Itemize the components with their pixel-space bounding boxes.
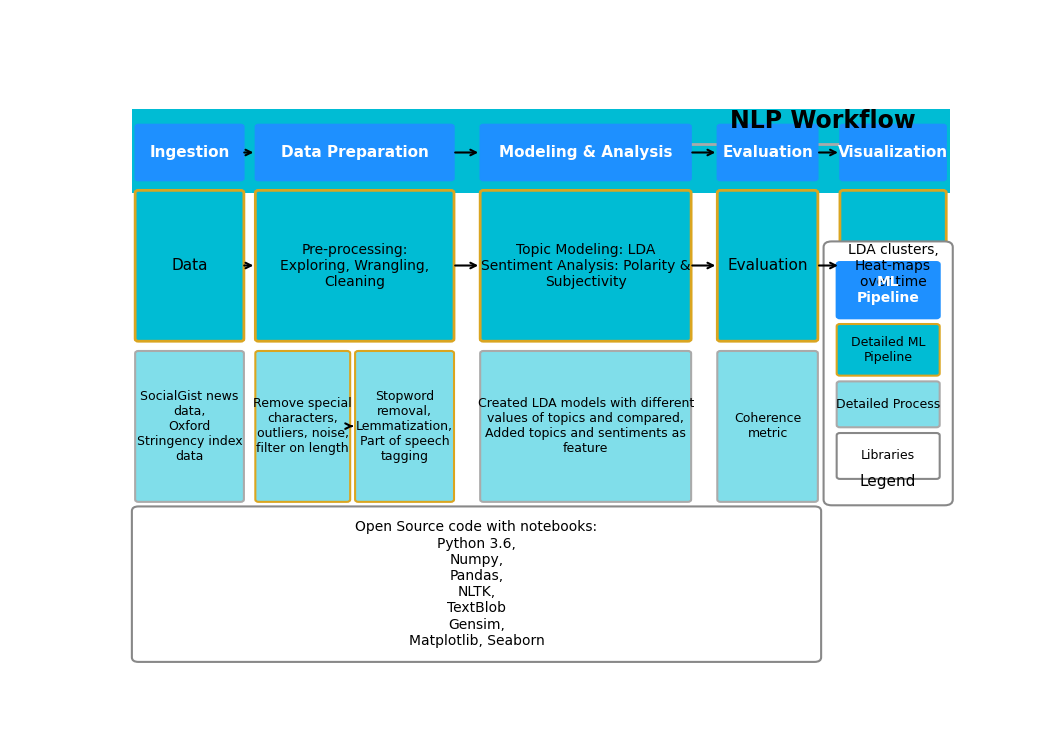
FancyBboxPatch shape [356,351,454,502]
Text: Pre-processing:
Exploring, Wrangling,
Cleaning: Pre-processing: Exploring, Wrangling, Cl… [281,243,429,289]
Text: LDA clusters,
Heat-maps
over time: LDA clusters, Heat-maps over time [848,243,939,289]
FancyBboxPatch shape [255,124,454,180]
FancyBboxPatch shape [837,324,940,375]
FancyBboxPatch shape [717,124,818,180]
FancyBboxPatch shape [837,381,940,428]
Text: Remove special
characters,
outliers, noise,
filter on length: Remove special characters, outliers, noi… [253,397,352,455]
Text: Stopword
removal,
Lemmatization,
Part of speech
tagging: Stopword removal, Lemmatization, Part of… [356,390,453,463]
FancyBboxPatch shape [132,110,950,193]
FancyBboxPatch shape [840,191,946,341]
Text: Visualization: Visualization [838,145,948,160]
Text: Modeling & Analysis: Modeling & Analysis [499,145,672,160]
Text: Evaluation: Evaluation [722,145,813,160]
Text: Data Preparation: Data Preparation [281,145,428,160]
Text: Detailed Process: Detailed Process [836,398,940,410]
FancyBboxPatch shape [480,351,691,502]
Text: Created LDA models with different
values of topics and compared,
Added topics an: Created LDA models with different values… [478,397,694,455]
FancyBboxPatch shape [132,507,821,662]
Text: Legend: Legend [860,475,917,489]
Text: Detailed ML
Pipeline: Detailed ML Pipeline [851,336,925,364]
Text: Ingestion: Ingestion [150,145,230,160]
FancyBboxPatch shape [135,191,244,341]
Text: SocialGist news
data,
Oxford
Stringency index
data: SocialGist news data, Oxford Stringency … [137,390,243,463]
Text: Libraries: Libraries [861,449,916,463]
Text: Open Source code with notebooks:
Python 3.6,
Numpy,
Pandas,
NLTK,
TextBlob
Gensi: Open Source code with notebooks: Python … [356,521,597,648]
FancyBboxPatch shape [480,124,691,180]
FancyBboxPatch shape [717,191,818,341]
Text: Coherence
metric: Coherence metric [734,413,801,440]
Text: NLP Workflow: NLP Workflow [730,109,916,133]
FancyBboxPatch shape [255,191,454,341]
FancyBboxPatch shape [840,124,946,180]
Text: Topic Modeling: LDA
Sentiment Analysis: Polarity &
Subjectivity: Topic Modeling: LDA Sentiment Analysis: … [481,243,690,289]
Text: Evaluation: Evaluation [727,259,808,273]
FancyBboxPatch shape [480,191,691,341]
Text: Data: Data [171,259,208,273]
FancyBboxPatch shape [837,433,940,479]
FancyBboxPatch shape [837,262,940,318]
FancyBboxPatch shape [255,351,350,502]
FancyBboxPatch shape [824,241,953,505]
FancyBboxPatch shape [135,124,244,180]
FancyBboxPatch shape [135,351,244,502]
FancyBboxPatch shape [717,351,818,502]
Text: ML
Pipeline: ML Pipeline [857,275,920,305]
